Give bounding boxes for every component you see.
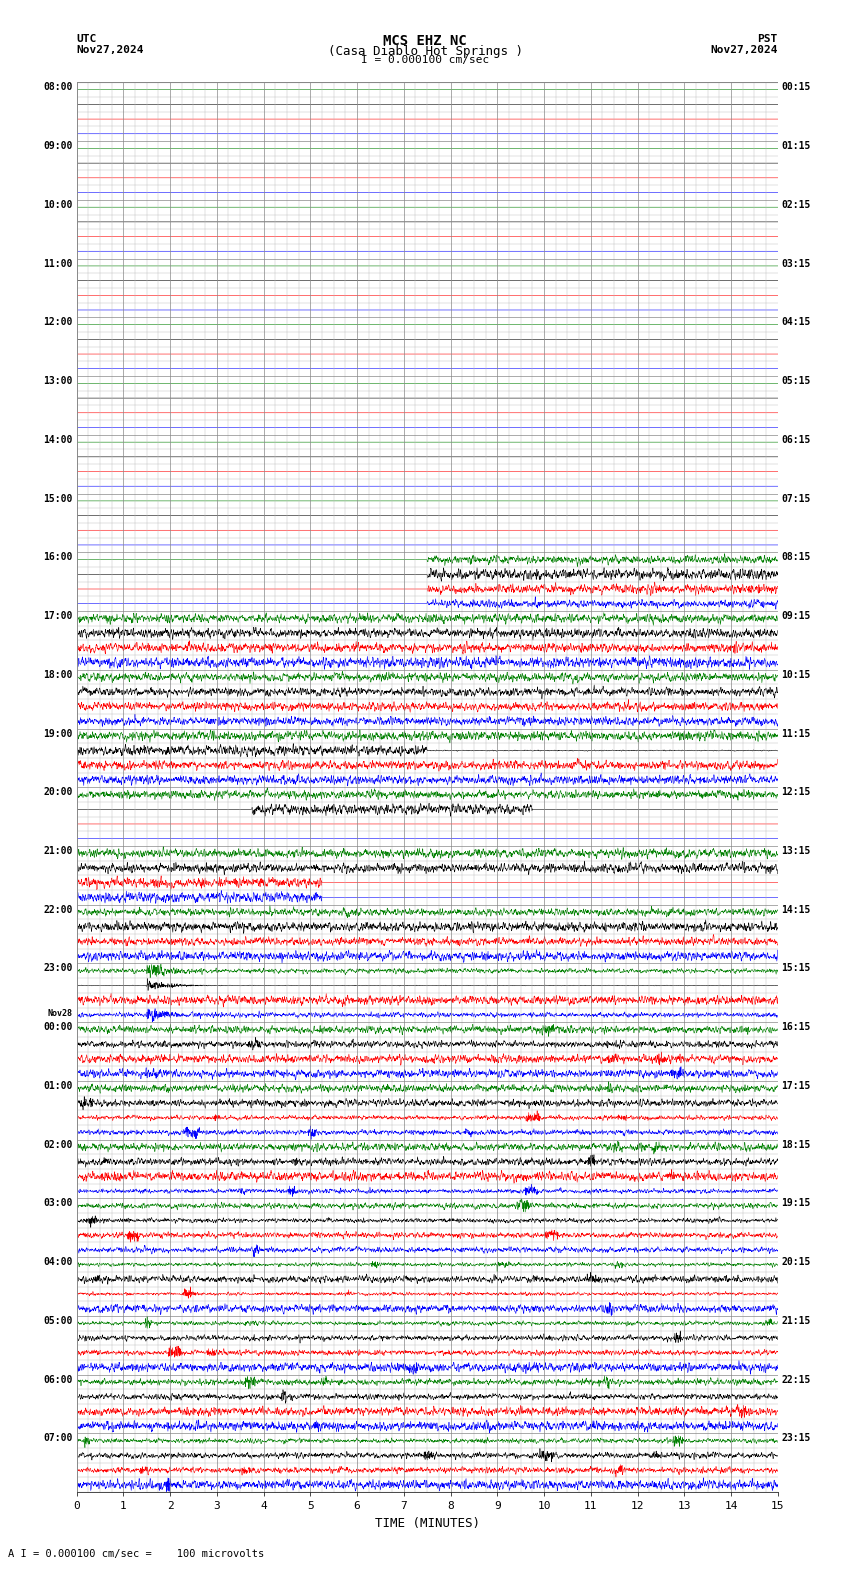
Text: 08:00: 08:00 xyxy=(43,82,73,92)
Text: 06:00: 06:00 xyxy=(43,1375,73,1384)
Text: 05:15: 05:15 xyxy=(781,375,811,386)
Text: 12:15: 12:15 xyxy=(781,787,811,797)
Text: 01:15: 01:15 xyxy=(781,141,811,150)
Text: 20:00: 20:00 xyxy=(43,787,73,797)
Text: 13:00: 13:00 xyxy=(43,375,73,386)
Text: 08:15: 08:15 xyxy=(781,553,811,562)
Text: MCS EHZ NC: MCS EHZ NC xyxy=(383,33,467,48)
Text: 00:15: 00:15 xyxy=(781,82,811,92)
Text: 06:15: 06:15 xyxy=(781,436,811,445)
Text: 21:00: 21:00 xyxy=(43,846,73,855)
Text: 03:15: 03:15 xyxy=(781,258,811,269)
Text: 02:15: 02:15 xyxy=(781,200,811,209)
Text: 11:00: 11:00 xyxy=(43,258,73,269)
Text: 17:15: 17:15 xyxy=(781,1080,811,1091)
Text: 22:00: 22:00 xyxy=(43,904,73,914)
Text: 11:15: 11:15 xyxy=(781,729,811,738)
Text: 00:00: 00:00 xyxy=(43,1022,73,1033)
Text: 14:15: 14:15 xyxy=(781,904,811,914)
Text: I = 0.000100 cm/sec: I = 0.000100 cm/sec xyxy=(361,55,489,65)
Text: 14:00: 14:00 xyxy=(43,436,73,445)
Text: 09:15: 09:15 xyxy=(781,611,811,621)
Text: 19:00: 19:00 xyxy=(43,729,73,738)
Text: 13:15: 13:15 xyxy=(781,846,811,855)
Text: 23:15: 23:15 xyxy=(781,1434,811,1443)
Text: 04:00: 04:00 xyxy=(43,1258,73,1267)
Text: 20:15: 20:15 xyxy=(781,1258,811,1267)
Text: 10:15: 10:15 xyxy=(781,670,811,680)
Text: 07:00: 07:00 xyxy=(43,1434,73,1443)
Text: 05:00: 05:00 xyxy=(43,1316,73,1326)
Text: (Casa Diablo Hot Springs ): (Casa Diablo Hot Springs ) xyxy=(327,44,523,59)
Text: PST: PST xyxy=(757,33,778,44)
Text: 15:00: 15:00 xyxy=(43,494,73,504)
Text: 23:00: 23:00 xyxy=(43,963,73,974)
Text: 17:00: 17:00 xyxy=(43,611,73,621)
Text: 16:15: 16:15 xyxy=(781,1022,811,1033)
Text: 16:00: 16:00 xyxy=(43,553,73,562)
Text: Nov27,2024: Nov27,2024 xyxy=(76,44,144,55)
Text: A I = 0.000100 cm/sec =    100 microvolts: A I = 0.000100 cm/sec = 100 microvolts xyxy=(8,1549,264,1559)
Text: 01:00: 01:00 xyxy=(43,1080,73,1091)
Text: 22:15: 22:15 xyxy=(781,1375,811,1384)
Text: 09:00: 09:00 xyxy=(43,141,73,150)
Text: Nov28: Nov28 xyxy=(48,1009,73,1019)
Text: 03:00: 03:00 xyxy=(43,1199,73,1209)
Text: 21:15: 21:15 xyxy=(781,1316,811,1326)
Text: 19:15: 19:15 xyxy=(781,1199,811,1209)
Text: 12:00: 12:00 xyxy=(43,317,73,328)
X-axis label: TIME (MINUTES): TIME (MINUTES) xyxy=(375,1517,479,1530)
Text: 18:15: 18:15 xyxy=(781,1140,811,1150)
Text: 18:00: 18:00 xyxy=(43,670,73,680)
Text: 15:15: 15:15 xyxy=(781,963,811,974)
Text: Nov27,2024: Nov27,2024 xyxy=(711,44,778,55)
Text: 07:15: 07:15 xyxy=(781,494,811,504)
Text: 10:00: 10:00 xyxy=(43,200,73,209)
Text: 04:15: 04:15 xyxy=(781,317,811,328)
Text: UTC: UTC xyxy=(76,33,97,44)
Text: 02:00: 02:00 xyxy=(43,1140,73,1150)
